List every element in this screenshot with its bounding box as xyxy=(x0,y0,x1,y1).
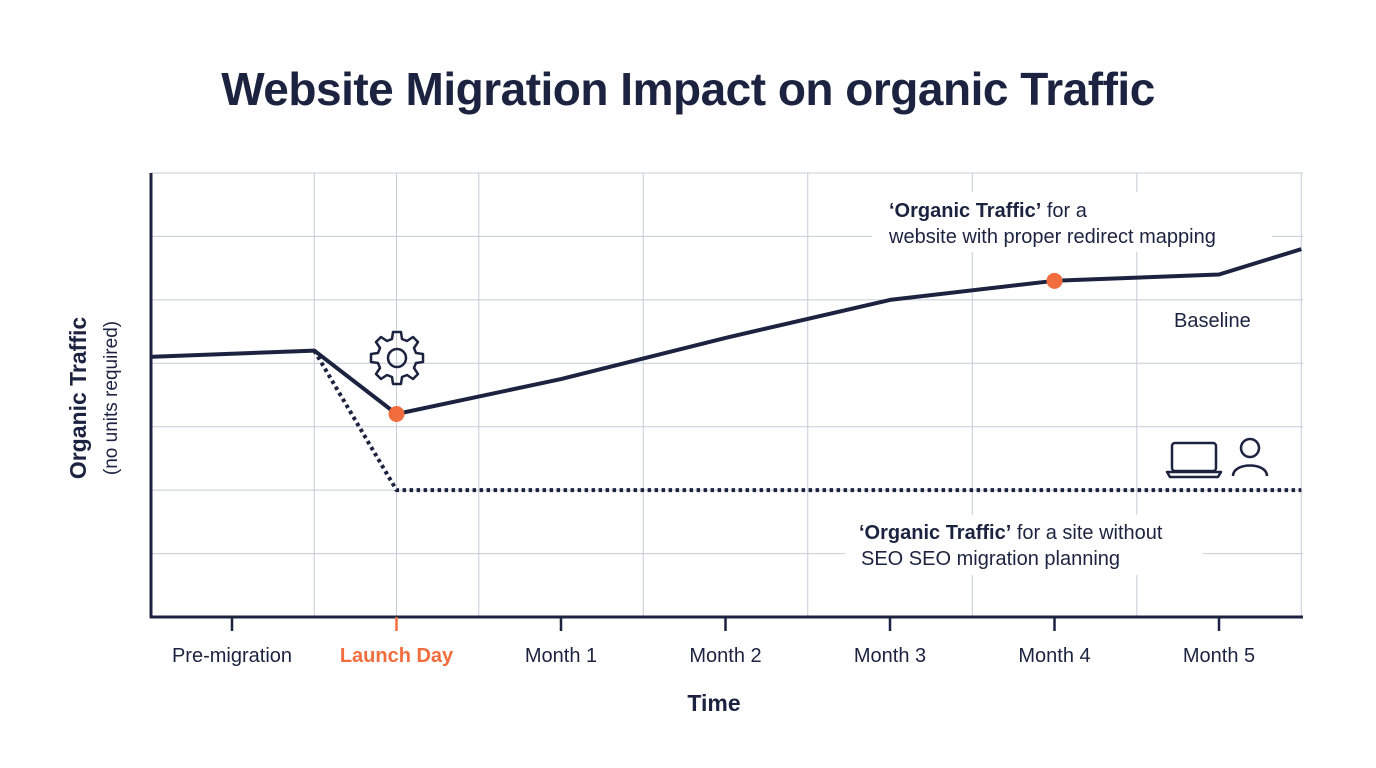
series-line-solid xyxy=(149,247,1302,416)
annotation-baseline-bg xyxy=(1166,304,1268,334)
annotation-proper-line1: ‘Organic Traffic’ for a xyxy=(889,200,1088,222)
x-axis-title: Time xyxy=(687,690,740,716)
annotation-without-line2: SEO SEO migration planning xyxy=(861,548,1120,570)
x-tick-label: Pre-migration xyxy=(172,645,292,667)
annotation-without-rest: for a site without xyxy=(1011,522,1163,544)
data-point-marker xyxy=(388,406,405,423)
annotation-proper-line2: website with proper redirect mapping xyxy=(888,226,1216,248)
data-point-marker xyxy=(1046,272,1063,289)
annotation-without-bg xyxy=(845,515,1203,575)
user-icon xyxy=(1231,437,1269,477)
chart-title: Website Migration Impact on organic Traf… xyxy=(221,63,1155,115)
laptop-icon xyxy=(1165,441,1223,479)
gear-icon xyxy=(369,330,425,386)
series-line-dotted xyxy=(312,349,1302,493)
x-tick-label: Month 3 xyxy=(854,645,926,667)
annotation-proper-rest: for a xyxy=(1041,200,1087,222)
y-axis-title: Organic Traffic xyxy=(65,317,91,480)
annotation-without-bold: ‘Organic Traffic’ xyxy=(859,522,1011,544)
x-tick-label: Month 1 xyxy=(525,645,597,667)
x-tick-labels: Pre-migration Launch Day Month 1 Month 2 Mon… xyxy=(172,645,1255,667)
annotation-proper-bg xyxy=(872,192,1272,252)
x-tick-label: Month 4 xyxy=(1018,645,1090,667)
x-tick-label: Launch Day xyxy=(340,645,454,667)
annotation-baseline: Baseline xyxy=(1174,310,1251,332)
x-tick-label: Month 2 xyxy=(689,645,761,667)
chart-series xyxy=(149,247,1302,493)
annotation-proper-bold: ‘Organic Traffic’ xyxy=(889,200,1041,222)
y-axis-note: (no units required) xyxy=(101,321,122,475)
x-axis-ticks xyxy=(230,617,1221,631)
annotation-without-line1: ‘Organic Traffic’ for a site without xyxy=(859,522,1163,544)
chart-markers xyxy=(388,272,1063,423)
x-tick-label: Month 5 xyxy=(1183,645,1255,667)
